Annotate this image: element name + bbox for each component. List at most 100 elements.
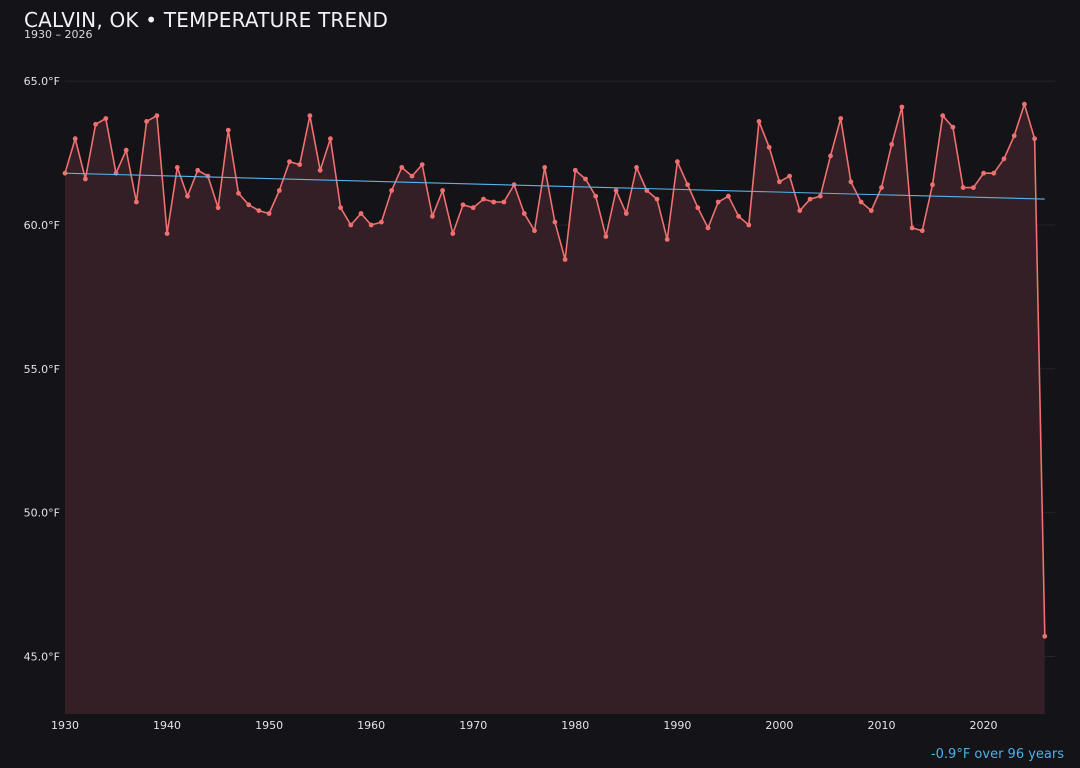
x-tick-label: 2020 <box>970 719 998 732</box>
data-point <box>940 113 946 119</box>
data-point <box>889 142 895 147</box>
data-point <box>185 193 190 199</box>
data-point <box>123 147 129 153</box>
chart-title: CALVIN, OK • TEMPERATURE TREND <box>24 8 389 32</box>
data-point <box>838 116 844 121</box>
data-point <box>328 136 333 142</box>
data-point <box>195 167 201 173</box>
data-point <box>460 202 466 208</box>
data-point <box>828 153 833 159</box>
x-tick-label: 1940 <box>153 719 181 732</box>
chart-subtitle: 1930 – 2026 <box>24 28 93 41</box>
data-point <box>971 185 976 191</box>
data-point <box>777 179 782 185</box>
y-tick-label: 50.0°F <box>24 507 60 520</box>
data-point <box>276 188 282 193</box>
data-point <box>797 208 803 214</box>
data-point <box>664 237 670 242</box>
trend-annotation: -0.9°F over 96 years <box>930 747 1064 762</box>
data-point <box>899 104 905 110</box>
data-point <box>399 165 405 170</box>
data-point <box>83 176 88 182</box>
x-tick-label: 1960 <box>357 719 385 732</box>
data-point <box>389 188 394 193</box>
data-point <box>246 202 252 208</box>
data-point <box>603 234 609 239</box>
data-point <box>266 211 272 216</box>
data-point <box>981 170 986 176</box>
data-point <box>338 205 343 211</box>
x-tick-label: 2010 <box>867 719 895 732</box>
data-point <box>225 127 231 133</box>
data-point <box>1011 133 1017 139</box>
data-point <box>450 231 456 237</box>
data-point <box>879 185 884 191</box>
data-point <box>1032 136 1037 142</box>
x-tick-label: 1990 <box>663 719 691 732</box>
x-tick-label: 1930 <box>51 719 79 732</box>
data-point <box>746 222 752 228</box>
data-point <box>297 162 303 168</box>
data-point <box>960 185 966 191</box>
data-point <box>868 208 874 214</box>
data-point <box>236 190 241 196</box>
data-point <box>93 121 98 127</box>
data-point <box>430 213 435 219</box>
y-axis-ticks: 45.0°F 50.0°F 55.0°F 60.0°F 65.0°F <box>24 75 60 663</box>
data-point <box>623 211 629 216</box>
data-point <box>521 211 527 216</box>
data-point <box>817 193 823 199</box>
data-point <box>154 113 160 119</box>
data-point <box>1022 101 1027 107</box>
data-point <box>1001 156 1007 162</box>
data-point <box>705 225 711 231</box>
data-point <box>287 159 292 165</box>
area-fill <box>65 104 1045 714</box>
data-point <box>552 219 558 225</box>
data-point <box>991 170 997 176</box>
data-point <box>756 119 762 124</box>
data-point <box>685 182 690 188</box>
data-point <box>103 116 109 121</box>
data-point <box>481 196 486 202</box>
data-point <box>572 167 578 173</box>
data-point <box>470 205 476 211</box>
data-point <box>174 165 180 170</box>
data-point <box>634 165 639 170</box>
data-point <box>562 257 568 262</box>
data-point <box>613 188 619 193</box>
y-tick-label: 45.0°F <box>24 650 60 663</box>
data-point <box>144 119 150 124</box>
y-tick-label: 55.0°F <box>24 363 60 376</box>
data-point <box>736 213 741 219</box>
data-point <box>654 196 660 202</box>
data-point <box>644 188 650 193</box>
data-point <box>501 199 507 205</box>
x-tick-label: 2000 <box>765 719 793 732</box>
data-point <box>358 211 364 216</box>
data-point <box>766 144 772 150</box>
data-point <box>379 219 384 225</box>
data-point <box>726 193 731 199</box>
data-point <box>848 179 854 185</box>
data-point <box>909 225 915 231</box>
y-tick-label: 65.0°F <box>24 75 60 88</box>
data-point <box>695 205 701 211</box>
y-tick-label: 60.0°F <box>24 219 60 232</box>
data-point <box>930 182 935 188</box>
data-point <box>532 228 537 234</box>
data-point <box>593 193 599 199</box>
data-point <box>164 231 170 237</box>
data-point <box>72 136 78 142</box>
x-tick-label: 1950 <box>255 719 283 732</box>
data-point <box>787 173 792 179</box>
data-point <box>215 205 221 211</box>
data-point <box>307 113 313 119</box>
data-point <box>715 199 721 205</box>
x-tick-label: 1980 <box>561 719 589 732</box>
data-point <box>919 228 925 234</box>
data-point <box>858 199 864 205</box>
data-point <box>134 199 139 205</box>
data-point <box>807 196 813 202</box>
data-point <box>950 124 956 130</box>
